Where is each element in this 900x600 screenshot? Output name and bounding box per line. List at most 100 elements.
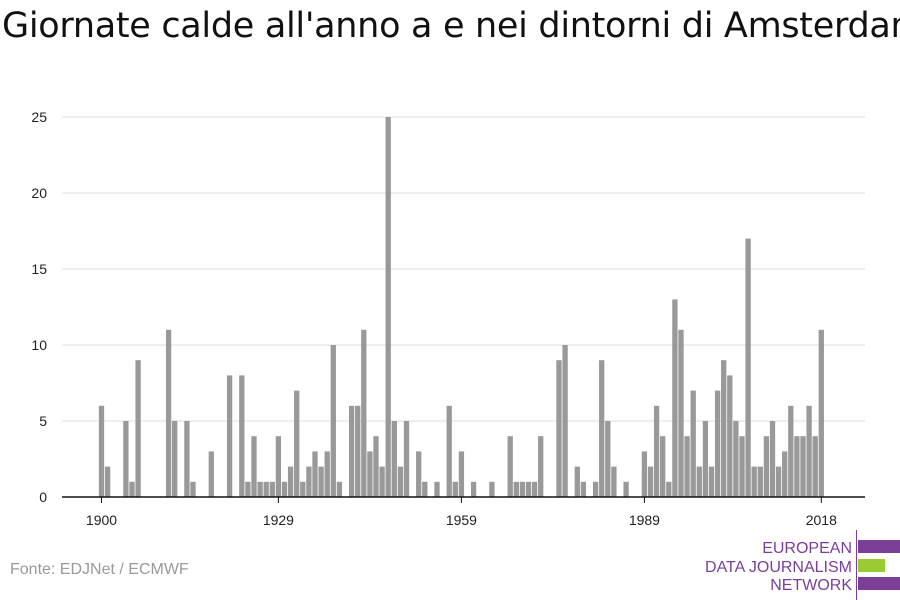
logo-line-1: EUROPEAN	[762, 540, 852, 557]
bar	[531, 481, 538, 497]
bar	[416, 451, 422, 497]
chart-title: Giornate calde all'anno a e nei dintorni…	[2, 6, 900, 46]
bar	[135, 360, 141, 497]
bar	[312, 451, 318, 497]
y-tick-label: 15	[31, 261, 47, 277]
x-tick-label: 2018	[806, 512, 837, 528]
bar	[653, 405, 660, 497]
y-tick-label: 0	[39, 489, 47, 505]
bars	[98, 117, 824, 497]
bar	[336, 481, 343, 497]
bar	[361, 329, 367, 497]
bar	[818, 329, 824, 497]
bar	[812, 436, 818, 497]
bar	[690, 390, 696, 497]
bar	[226, 375, 233, 497]
y-axis-ticks: 0 5 10 15 20 25	[31, 109, 47, 505]
bar	[489, 481, 495, 497]
bar	[769, 421, 776, 497]
bar	[739, 436, 745, 497]
bar	[281, 481, 288, 497]
bar	[300, 481, 306, 497]
y-tick-label: 25	[31, 109, 47, 125]
bar	[275, 436, 282, 497]
bar	[788, 405, 794, 497]
edjnet-logo[interactable]: EUROPEAN DATA JOURNALISM NETWORK	[700, 530, 900, 600]
bar	[379, 466, 385, 497]
bar	[623, 481, 629, 497]
bar	[513, 481, 519, 497]
logo-line-2: DATA JOURNALISM	[705, 559, 852, 576]
bar	[263, 481, 269, 497]
bar	[708, 466, 715, 497]
logo-bar-top	[858, 540, 900, 553]
bar	[507, 436, 513, 497]
bar	[727, 375, 733, 497]
bar	[580, 481, 587, 497]
bar	[165, 329, 172, 497]
bar	[306, 466, 312, 497]
bar	[556, 360, 562, 497]
bar	[751, 466, 757, 497]
bar	[422, 481, 428, 497]
bar	[434, 481, 440, 497]
bar	[239, 375, 245, 497]
logo-divider	[856, 530, 857, 600]
bar	[806, 405, 812, 497]
x-tick-label: 1959	[446, 512, 477, 528]
bar	[696, 466, 702, 497]
bar	[757, 466, 763, 497]
bar	[599, 360, 605, 497]
bar	[672, 299, 678, 497]
bar	[800, 436, 806, 497]
x-axis-ticks: 1900 1929 1959 1989 2018	[86, 497, 837, 528]
bar	[324, 451, 330, 497]
bar	[525, 481, 532, 497]
logo-line-3: NETWORK	[770, 577, 852, 594]
bar	[172, 421, 178, 497]
bar	[611, 466, 617, 497]
bar	[287, 466, 294, 497]
bar	[245, 481, 251, 497]
bar	[397, 466, 404, 497]
bar	[519, 481, 526, 497]
bar	[257, 481, 263, 497]
bar	[318, 466, 324, 497]
x-tick-label: 1929	[263, 512, 294, 528]
bar	[562, 345, 568, 497]
logo-bar-bottom	[858, 577, 900, 590]
bar	[391, 421, 397, 497]
bar	[446, 405, 452, 497]
bar	[660, 436, 666, 497]
bar	[104, 466, 111, 497]
bar	[538, 436, 544, 497]
bar	[294, 390, 300, 497]
bar	[251, 436, 257, 497]
y-tick-label: 10	[31, 337, 47, 353]
logo-bar-middle	[858, 559, 885, 572]
bar	[684, 436, 690, 497]
bar	[367, 451, 373, 497]
bar	[721, 360, 727, 497]
bar	[794, 436, 800, 497]
bar	[775, 466, 782, 497]
bar	[129, 481, 135, 497]
bar	[385, 117, 391, 497]
bar	[348, 405, 355, 497]
source-note: Fonte: EDJNet / ECMWF	[10, 561, 189, 578]
bar	[574, 466, 580, 497]
x-tick-label: 1900	[86, 512, 117, 528]
bar	[184, 421, 190, 497]
bar	[98, 405, 105, 497]
gridlines	[62, 116, 865, 422]
bar	[592, 481, 599, 497]
x-tick-label: 1989	[629, 512, 660, 528]
bar	[190, 481, 196, 497]
bar	[733, 421, 739, 497]
bar	[403, 421, 410, 497]
bar	[702, 421, 709, 497]
bar	[605, 421, 611, 497]
bar	[647, 466, 654, 497]
bar	[355, 405, 361, 497]
